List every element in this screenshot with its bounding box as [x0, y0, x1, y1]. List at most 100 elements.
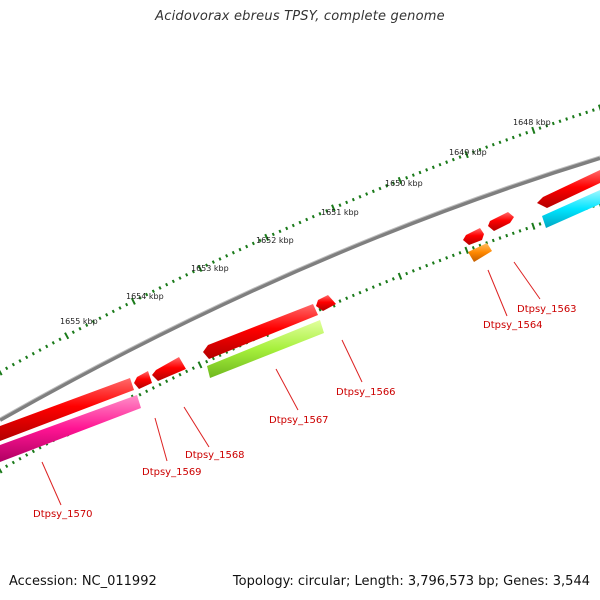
ruler-tick: [185, 369, 189, 374]
ruler-tick: [238, 247, 242, 252]
ruler-tick: [251, 241, 255, 246]
ruler-tick: [431, 261, 435, 265]
gene-feature-red[interactable]: [316, 295, 336, 311]
ruler-tick: [565, 117, 569, 121]
ruler-tick: [418, 266, 422, 271]
ruler-tick: [445, 256, 449, 260]
outer-ruler-ticks: [0, 104, 600, 376]
gene-feature-magenta[interactable]: [0, 395, 141, 462]
ruler-tick: [145, 292, 149, 297]
ruler-tick: [0, 369, 3, 376]
ruler-tick: [371, 189, 375, 194]
ruler-tick: [130, 297, 136, 305]
ruler-tick: [505, 138, 509, 142]
ruler-tick: [365, 192, 369, 196]
ruler-label-1651: 1651 kbp: [321, 208, 359, 217]
ruler-tick: [325, 209, 329, 213]
gene-feature-orange[interactable]: [468, 243, 492, 262]
ruler-tick: [397, 272, 403, 280]
ruler-tick: [385, 279, 389, 284]
ruler-tick: [558, 119, 562, 124]
ruler-tick: [311, 214, 315, 219]
ruler-tick: [458, 251, 462, 255]
ruler-tick: [471, 246, 475, 250]
ruler-tick: [471, 150, 475, 154]
ruler-tick: [291, 223, 295, 228]
ruler-tick: [378, 186, 382, 191]
ruler-tick: [197, 361, 203, 369]
gene-feature-red[interactable]: [537, 170, 600, 208]
ruler-label-1654: 1654 kbp: [126, 292, 164, 301]
gene-label-dtpsy-1567[interactable]: Dtpsy_1567: [269, 415, 329, 426]
ruler-tick: [511, 231, 515, 236]
ruler-tick: [118, 306, 122, 310]
ruler-label-1648: 1648 kbp: [513, 118, 551, 127]
gene-features: [0, 170, 600, 462]
ruler-tick: [91, 319, 95, 324]
ruler-tick: [438, 162, 442, 167]
ruler-tick: [338, 203, 342, 207]
ruler-tick: [231, 250, 235, 255]
ruler-tick: [491, 238, 495, 243]
gene-feature-red[interactable]: [203, 304, 318, 359]
gene-feature-red[interactable]: [152, 357, 186, 381]
ruler-tick: [464, 150, 469, 159]
ruler-tick: [191, 366, 195, 370]
ruler-tick: [505, 233, 509, 238]
ruler-tick: [358, 195, 362, 199]
ruler-tick: [5, 366, 9, 371]
gene-label-dtpsy-1563[interactable]: Dtpsy_1563: [517, 304, 577, 315]
ruler-tick: [25, 453, 29, 457]
ruler-tick: [485, 145, 489, 149]
ruler-tick: [25, 355, 29, 360]
ruler-tick: [64, 332, 70, 340]
ruler-tick: [464, 246, 469, 254]
gene-feature-red[interactable]: [463, 228, 484, 245]
ruler-tick: [545, 124, 549, 128]
ruler-tick: [458, 155, 462, 159]
ruler-tick: [205, 263, 209, 268]
gene-labels: Dtpsy_1563 Dtpsy_1564 Dtpsy_1566 Dtpsy_1…: [33, 304, 577, 520]
genome-backbone-highlight: [0, 155, 600, 419]
ruler-tick: [378, 282, 382, 287]
ruler-label-1655: 1655 kbp: [60, 317, 98, 326]
leader-line: [154, 417, 168, 462]
ruler-tick: [511, 135, 515, 140]
ruler-tick: [445, 160, 449, 164]
ruler-tick: [31, 449, 35, 454]
gene-label-dtpsy-1568[interactable]: Dtpsy_1568: [185, 450, 245, 461]
ruler-tick: [498, 236, 502, 240]
ruler-tick: [345, 200, 349, 205]
ruler-tick: [138, 392, 142, 397]
ruler-tick: [531, 126, 536, 135]
ruler-tick: [351, 197, 355, 202]
gene-label-dtpsy-1569[interactable]: Dtpsy_1569: [142, 467, 202, 478]
gene-label-dtpsy-1570[interactable]: Dtpsy_1570: [33, 509, 93, 520]
leader-line: [487, 269, 508, 317]
leader-line: [41, 461, 62, 506]
ruler-tick: [425, 263, 429, 268]
gene-feature-lime[interactable]: [207, 320, 324, 378]
label-leader-lines: [41, 261, 541, 506]
gene-label-dtpsy-1566[interactable]: Dtpsy_1566: [336, 387, 396, 398]
gene-feature-red[interactable]: [134, 371, 152, 389]
gene-label-dtpsy-1564[interactable]: Dtpsy_1564: [483, 320, 543, 331]
ruler-tick: [491, 142, 495, 147]
gene-feature-cyan[interactable]: [542, 190, 600, 228]
ruler-tick: [171, 279, 175, 284]
gene-feature-red[interactable]: [488, 212, 514, 231]
ruler-tick: [218, 257, 222, 261]
ruler-tick: [431, 165, 435, 170]
ruler-tick: [411, 269, 415, 273]
gene-feature-red[interactable]: [0, 378, 134, 441]
ruler-tick: [358, 290, 362, 295]
ruler-tick: [551, 121, 555, 126]
leader-line: [513, 261, 541, 300]
ruler-tick: [151, 386, 155, 390]
ruler-tick: [18, 359, 22, 363]
ruler-tick: [225, 254, 229, 258]
ruler-tick: [451, 157, 455, 162]
ruler-tick: [158, 382, 162, 387]
ruler-tick: [525, 226, 529, 231]
